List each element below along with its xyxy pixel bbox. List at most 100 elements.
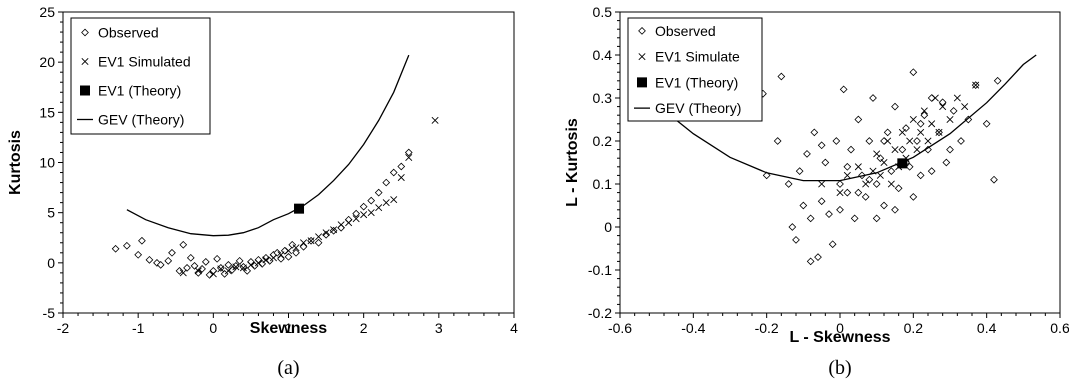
legend-theory-marker <box>637 77 647 88</box>
observed-point <box>828 240 837 249</box>
observed-point <box>942 158 951 167</box>
observed-point <box>916 119 925 128</box>
observed-point <box>179 240 188 249</box>
observed-point <box>869 94 877 102</box>
x-tick-label: 2 <box>360 320 368 336</box>
ev1-simulated-point <box>360 211 368 219</box>
ev1-simulated-point <box>330 226 338 234</box>
observed-point <box>891 205 899 214</box>
ev1-simulated-point <box>939 103 947 111</box>
ev1-simulated-point <box>917 128 925 136</box>
observed-point <box>817 141 826 150</box>
ev1-simulated-point <box>209 270 217 278</box>
ev1-simulated-point <box>217 265 225 273</box>
plot-marks <box>670 54 1037 266</box>
x-tick-label: -1 <box>132 320 145 336</box>
observed-point <box>164 256 173 265</box>
observed-point <box>213 254 221 263</box>
ev1-simulated-point <box>277 251 285 259</box>
ev1-simulated-point <box>884 137 892 145</box>
panel-caption: (b) <box>828 357 851 379</box>
observed-point <box>927 167 936 175</box>
ev1-simulated-point <box>405 153 413 162</box>
legend-label: EV1 Simulate <box>655 49 740 65</box>
observed-point <box>909 193 918 201</box>
gev-theory-curve <box>126 54 410 237</box>
ev1-simulated-point <box>254 259 262 267</box>
observed-point <box>898 145 907 154</box>
observed-point <box>861 193 870 201</box>
chart-panel-2: -0.6 -0.4 -0.2 0 0.2 0.4 0.6 -0.2 -0.1 0 0.1 0.2 0.3… <box>564 4 1069 379</box>
y-tick-label: 25 <box>39 4 55 20</box>
observed-point <box>314 238 323 247</box>
ev1-simulated-point <box>818 180 826 188</box>
ev1-simulated-point <box>337 221 345 229</box>
observed-point <box>288 240 297 249</box>
ev1-simulated-point <box>898 128 906 136</box>
observed-point <box>836 205 844 214</box>
observed-point <box>344 215 353 224</box>
observed-point <box>916 171 925 180</box>
observed-point <box>880 201 888 210</box>
observed-point <box>891 102 899 111</box>
legend: Observed EV1 Simulated EV1 (Theory) GEV (Th… <box>70 17 211 135</box>
legend-theory-marker <box>80 85 90 96</box>
observed-point <box>795 167 804 175</box>
y-tick-label: 15 <box>39 104 55 120</box>
observed-point <box>367 196 376 205</box>
observed-point <box>773 137 782 145</box>
legend-simulated-marker <box>81 57 89 66</box>
y-tick-label: 0.4 <box>593 47 613 63</box>
legend-label: EV1 (Theory) <box>98 83 181 99</box>
x-tick-label: -0.2 <box>755 320 779 336</box>
observed-point <box>329 226 338 235</box>
y-axis-title: L - Kurtosis <box>564 118 581 207</box>
legend-label: Observed <box>98 25 159 41</box>
observed-point <box>865 137 874 145</box>
legend-label: GEV (Theory) <box>98 112 184 128</box>
ev1-simulated-point <box>961 103 969 111</box>
ev1-theory-point <box>897 158 908 169</box>
observed-point <box>382 178 391 187</box>
ev1-simulated-point <box>352 215 360 223</box>
legend-label: Observed <box>655 23 716 39</box>
ev1-simulated-point <box>972 81 980 89</box>
x-tick-label: 0 <box>209 320 217 336</box>
observed-point <box>194 269 203 277</box>
y-tick-label: 0.3 <box>593 90 613 106</box>
ev1-simulated-point <box>307 237 315 245</box>
observed-point <box>186 253 195 262</box>
observed-point <box>123 241 131 250</box>
ev1-simulated-point <box>345 219 353 227</box>
ev1-simulated-point <box>179 269 187 277</box>
observed-point <box>872 214 881 223</box>
ev1-simulated-point <box>397 174 405 182</box>
y-tick-label: 0 <box>604 219 612 235</box>
y-tick-label: 5 <box>47 205 55 221</box>
observed-point <box>138 236 146 245</box>
observed-point <box>883 128 892 137</box>
legend-observed-marker <box>638 27 646 35</box>
x-axis-title: L - Skewness <box>789 329 890 346</box>
observed-point <box>927 94 936 102</box>
ev1-simulated-point <box>239 264 247 272</box>
gev-theory-curve <box>670 54 1037 182</box>
ev1-simulated-point <box>873 150 881 158</box>
observed-point <box>322 230 330 239</box>
observed-point <box>990 175 998 184</box>
observed-point <box>359 202 368 211</box>
ev1-simulated-point <box>953 94 961 102</box>
legend-box <box>627 17 763 122</box>
y-tick-label: -0.1 <box>588 262 612 278</box>
x-tick-label: 1 <box>285 320 293 336</box>
observed-point <box>836 180 844 188</box>
observed-point <box>843 188 852 197</box>
ev1-simulated-point <box>862 180 870 188</box>
observed-point <box>134 250 143 259</box>
observed-point <box>946 145 954 154</box>
observed-point <box>792 236 800 244</box>
legend: Observed EV1 Simulate EV1 (Theory) GEV (The… <box>627 17 763 122</box>
y-tick-label: 0.5 <box>593 4 613 20</box>
observed-point <box>389 168 398 177</box>
observed-point <box>799 201 808 210</box>
